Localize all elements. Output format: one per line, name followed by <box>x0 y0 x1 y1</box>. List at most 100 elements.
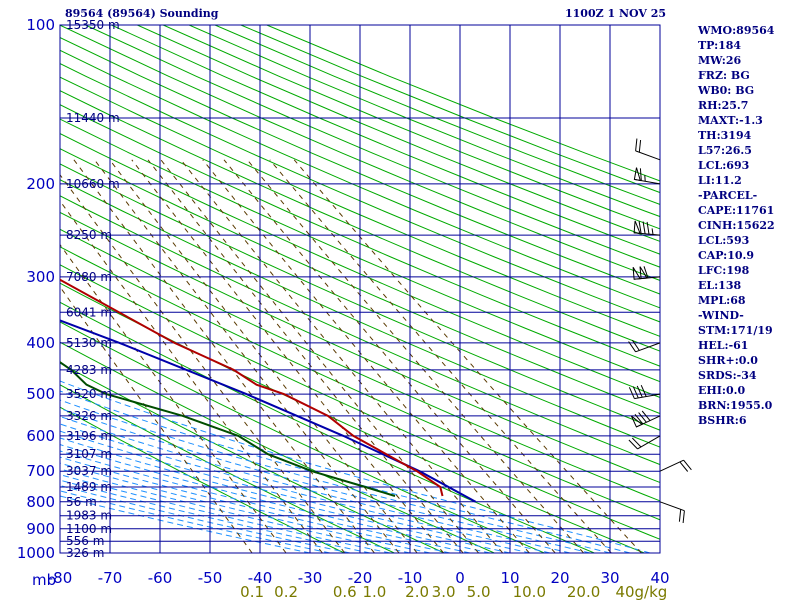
sounding-index: TP:184 <box>698 39 742 52</box>
mixing-ratio-line <box>147 159 464 553</box>
mixing-ratio-axis: 0.1 0.2 0.6 1.0 2.0 3.0 5.0 10.0 20.0 40g/kg <box>240 583 667 600</box>
height-label: 11440 m <box>66 111 120 125</box>
mixing-ratio-line <box>180 159 504 553</box>
temperature-trace <box>60 278 444 497</box>
wind-barb-flag <box>683 459 692 471</box>
pressure-tick-label: 800 <box>26 493 55 511</box>
dry-adiabat-line <box>60 211 660 484</box>
dry-adiabat-line <box>60 133 660 398</box>
wind-barb-shaft <box>634 393 661 400</box>
temperature-tick-label: -20 <box>348 569 373 587</box>
sounding-index: CAPE:11761 <box>698 204 775 217</box>
sounding-index: MW:26 <box>698 54 742 67</box>
sounding-index: BSHR:6 <box>698 414 747 427</box>
mixing-ratio-tick-label: 40g/kg <box>615 583 667 600</box>
wind-barb-flag <box>632 386 639 399</box>
mixing-ratio-tick-label: 10.0 <box>513 583 546 600</box>
dry-adiabat-line <box>60 301 596 553</box>
sounding-index: CAP:10.9 <box>698 249 755 262</box>
height-label: 6041 m <box>66 305 112 319</box>
dry-adiabat-line <box>60 282 646 553</box>
plot-border <box>59 24 661 554</box>
wind-barb-flag <box>646 221 650 235</box>
temperature-tick-label: -40 <box>248 569 273 587</box>
sounding-index: -PARCEL- <box>698 189 758 202</box>
pressure-tick-label: 500 <box>26 385 55 403</box>
moist-adiabat-line <box>60 479 371 553</box>
sounding-index: EL:138 <box>698 279 742 292</box>
dry-adiabats <box>60 25 660 553</box>
sounding-index: FRZ: BG <box>698 69 750 82</box>
isotherms <box>60 25 660 553</box>
height-label: 556 m <box>66 534 104 548</box>
height-label: 8250 m <box>66 228 112 242</box>
mixing-ratio-line <box>269 159 612 553</box>
mixing-ratio-line <box>246 159 584 553</box>
wind-barb-flag <box>638 412 647 423</box>
height-labels: 15350 m 11440 m 10660 m 8250 m 7080 m 6041 m 5… <box>66 18 120 560</box>
wind-barb <box>630 410 661 428</box>
wind-barb <box>632 266 661 280</box>
dry-adiabat-line <box>60 37 660 295</box>
mixing-ratio-line <box>131 159 444 553</box>
temperature-tick-label: -50 <box>198 569 223 587</box>
sounding-index: LCL:693 <box>698 159 750 172</box>
dry-adiabat-line <box>60 264 660 540</box>
mixing-ratio-line <box>73 159 375 553</box>
sounding-index: MPL:68 <box>698 294 746 307</box>
chart-title: 89564 (89564) Sounding <box>65 7 219 20</box>
wind-barb-shaft <box>659 459 684 472</box>
height-label: 1983 m <box>66 509 112 523</box>
wind-barb <box>628 435 661 450</box>
mixing-ratio-tick-label: 0.6 <box>333 583 357 600</box>
sounding-index: LCL:593 <box>698 234 750 247</box>
height-label: 15350 m <box>66 18 120 32</box>
sounding-index: STM:171/19 <box>698 324 773 337</box>
wind-barb-shaft <box>635 150 661 161</box>
temperature-tick-label: 0 <box>455 569 465 587</box>
moist-adiabat-line <box>60 380 651 553</box>
mixing-ratio-lines <box>60 159 642 553</box>
mixing-ratio-tick-label: 1.0 <box>362 583 386 600</box>
wind-barb-flag <box>631 339 640 351</box>
wind-barb-shaft <box>635 342 661 353</box>
temperature-tick-label: -80 <box>48 569 73 587</box>
wind-barbs <box>628 138 692 524</box>
mixing-ratio-line <box>60 173 346 553</box>
dry-adiabat-line <box>60 63 660 323</box>
wind-barb <box>633 167 661 185</box>
dry-adiabat-line <box>60 90 660 352</box>
wind-barb <box>633 220 661 236</box>
moist-adiabat-line <box>60 462 431 553</box>
dry-adiabat-line <box>60 25 660 282</box>
sounding-index: TH:3194 <box>698 129 752 142</box>
wind-barb-flag <box>643 266 649 279</box>
temperature-tick-label: 40 <box>650 569 669 587</box>
height-label: 1100 m <box>66 522 112 536</box>
dry-adiabat-line <box>60 246 660 521</box>
mixing-ratio-line <box>94 159 400 553</box>
dry-adiabat-line <box>60 76 660 337</box>
height-label: 3107 m <box>66 447 112 461</box>
dry-adiabat-line <box>60 384 396 553</box>
moist-adiabat-line <box>60 474 391 553</box>
dry-adiabat-line <box>111 25 660 255</box>
mixing-ratio-line <box>60 286 253 553</box>
wind-barb-flag <box>628 387 635 399</box>
pressure-axis-unit: mb <box>32 571 56 589</box>
sounding-index: MAXT:-1.3 <box>698 114 763 127</box>
dry-adiabat-line <box>60 362 446 553</box>
dewpoint-trace <box>60 360 396 497</box>
wind-barb <box>628 384 661 400</box>
wind-barb-pennant <box>633 167 642 182</box>
pressure-tick-label: 900 <box>26 520 55 538</box>
dry-adiabat-line <box>60 148 660 415</box>
wind-barb-pennant <box>633 220 641 234</box>
temperature-tick-label: 30 <box>600 569 619 587</box>
height-label: 3326 m <box>66 409 112 423</box>
dry-adiabat-line <box>60 163 660 431</box>
temperature-tick-label: -60 <box>148 569 173 587</box>
mixing-ratio-line <box>202 159 530 553</box>
temperature-tick-label: 20 <box>550 569 569 587</box>
